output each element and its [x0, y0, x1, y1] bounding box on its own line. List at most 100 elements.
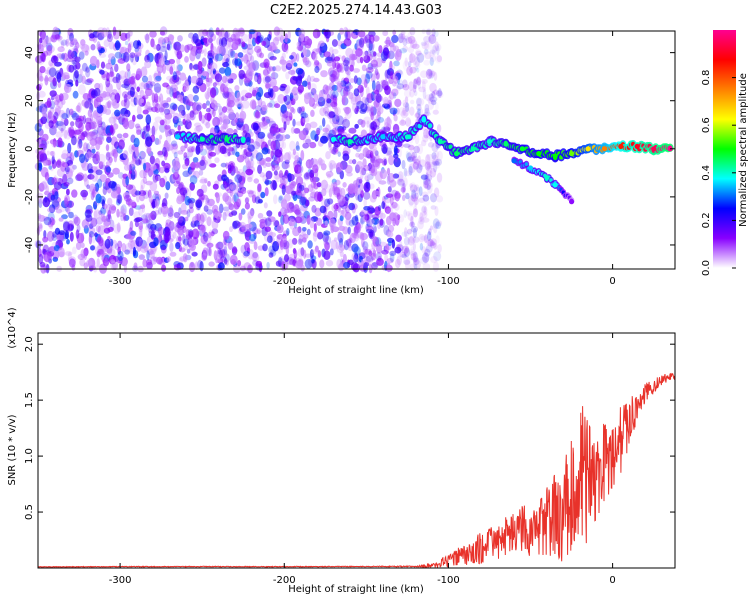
spectrogram-noise-cell — [314, 65, 320, 74]
spectrogram-noise-cell — [49, 90, 57, 97]
spectrogram-noise-cell — [241, 41, 246, 48]
spectrogram-noise-cell — [100, 251, 106, 261]
spectrogram-noise-cell — [295, 187, 302, 196]
spectrogram-x-axis-label: Height of straight line (km) — [288, 285, 424, 296]
spectrogram-noise-cell — [240, 224, 246, 230]
spectrogram-noise-cell — [241, 33, 249, 43]
spectrogram-noise-cell — [375, 80, 381, 92]
spectrogram-noise-cell — [255, 152, 263, 162]
spectrogram-noise-cell — [297, 106, 302, 114]
spectrogram-noise-cell — [429, 57, 434, 66]
spectrogram-noise-cell — [209, 163, 217, 168]
spectrogram-noise-cell — [238, 175, 246, 185]
spectrogram-noise-cell — [237, 222, 242, 227]
spectrogram-noise-cell — [323, 250, 331, 260]
spectrogram-noise-cell — [124, 40, 129, 46]
spectrogram-noise-cell — [334, 62, 341, 70]
spectrogram-noise-cell — [103, 39, 110, 48]
spectrogram-noise-cell — [369, 122, 375, 130]
spectrogram-noise-cell — [407, 156, 414, 163]
spectrogram-noise-cell — [328, 188, 333, 198]
spectrogram-noise-cell — [218, 67, 226, 74]
spectrogram-noise-cell — [203, 48, 207, 57]
spectrogram-noise-cell — [66, 206, 71, 215]
spectrogram-noise-cell — [168, 143, 175, 151]
spectrogram-noise-cell — [401, 159, 406, 170]
spectrogram-noise-cell — [54, 227, 61, 235]
spectrogram-noise-cell — [97, 248, 104, 255]
spectrogram-noise-cell — [330, 239, 338, 250]
spectrogram-noise-cell — [98, 211, 102, 219]
spectrogram-noise-cell — [436, 172, 443, 183]
spectrogram-noise-cell — [68, 126, 75, 137]
spectrogram-noise-cell — [66, 188, 70, 196]
spectrogram-noise-cell — [221, 174, 228, 182]
spectrogram-noise-cell — [435, 54, 442, 64]
spectrogram-noise-cell — [204, 177, 208, 184]
spectrogram-noise-cell — [206, 216, 212, 227]
snr-x-tick-label: 0 — [609, 575, 615, 586]
spectrogram-noise-cell — [110, 259, 116, 264]
spectrogram-noise-cell — [182, 118, 186, 125]
spectrogram-noise-cell — [362, 259, 369, 267]
spectrogram-noise-cell — [334, 237, 338, 242]
spectrogram-noise-cell — [148, 212, 155, 221]
spectrogram-noise-cell — [67, 27, 74, 37]
spectrogram-noise-cell — [166, 75, 174, 81]
spectrogram-noise-cell — [205, 100, 211, 106]
spectrogram-noise-cell — [273, 165, 280, 171]
spectrogram-noise-cell — [416, 103, 422, 112]
spectrogram-noise-cell — [236, 91, 241, 102]
spectrogram-noise-cell — [39, 181, 48, 191]
spectrogram-noise-cell — [158, 107, 164, 113]
spectrogram-noise-cell — [427, 69, 433, 79]
spectrogram-noise-cell — [39, 82, 43, 88]
spectrogram-noise-cell — [403, 256, 411, 266]
spectrogram-noise-cell — [98, 238, 104, 247]
spectrogram-noise-cell — [51, 199, 60, 208]
spectrogram-noise-cell — [189, 62, 193, 70]
spectrogram-noise-cell — [152, 99, 159, 108]
spectrogram-noise-cell — [328, 82, 335, 91]
spectrogram-noise-cell — [236, 117, 244, 128]
spectrogram-noise-cell — [88, 131, 96, 137]
colorbar-tick-label: 0.6 — [701, 117, 712, 133]
spectrogram-noise-cell — [177, 236, 182, 242]
spectrogram-noise-cell — [436, 124, 442, 133]
spectrogram-noise-cell — [57, 46, 65, 53]
spectrogram-noise-cell — [197, 76, 205, 83]
spectrogram-noise-cell — [146, 122, 150, 132]
spectrogram-noise-cell — [423, 51, 427, 57]
spectrogram-noise-cell — [430, 193, 437, 203]
spectrogram-noise-cell — [92, 129, 99, 135]
spectrogram-noise-cell — [411, 255, 419, 263]
spectrogram-noise-cell — [414, 192, 419, 200]
spectrogram-noise-cell — [43, 36, 52, 46]
spectrogram-noise-cell — [370, 73, 376, 83]
spectrogram-noise-cell — [166, 84, 171, 90]
spectrogram-noise-cell — [107, 29, 112, 40]
spectrogram-noise-cell — [157, 207, 163, 215]
spectrogram-noise-cell — [155, 75, 162, 82]
spectrogram-noise-cell — [102, 90, 107, 98]
spectrogram-noise-cell — [423, 234, 428, 244]
spectrogram-noise-cell — [344, 108, 352, 120]
spectrogram-noise-cell — [262, 68, 270, 77]
spectrogram-noise-cell — [375, 93, 382, 103]
spectrogram-noise-cell — [173, 122, 178, 128]
spectrogram-noise-cell — [83, 100, 91, 109]
spectrogram-noise-cell — [193, 62, 200, 71]
spectrogram-noise-cell — [114, 109, 121, 117]
spectrogram-noise-cell — [435, 235, 440, 244]
spectrogram-noise-cell — [239, 118, 245, 124]
spectrogram-noise-cell — [281, 113, 288, 124]
spectrogram-noise-cell — [363, 182, 371, 193]
spectrogram-noise-cell — [369, 160, 375, 169]
spectrogram-noise-cell — [298, 130, 307, 141]
spectrogram-noise-cell — [437, 88, 442, 99]
snr-y-tick-label: 0.5 — [24, 504, 35, 520]
spectrogram-noise-cell — [105, 204, 112, 215]
spectrogram-noise-cell — [66, 151, 73, 159]
spectrogram-noise-cell — [182, 253, 188, 263]
spectrogram-noise-cell — [413, 263, 418, 270]
